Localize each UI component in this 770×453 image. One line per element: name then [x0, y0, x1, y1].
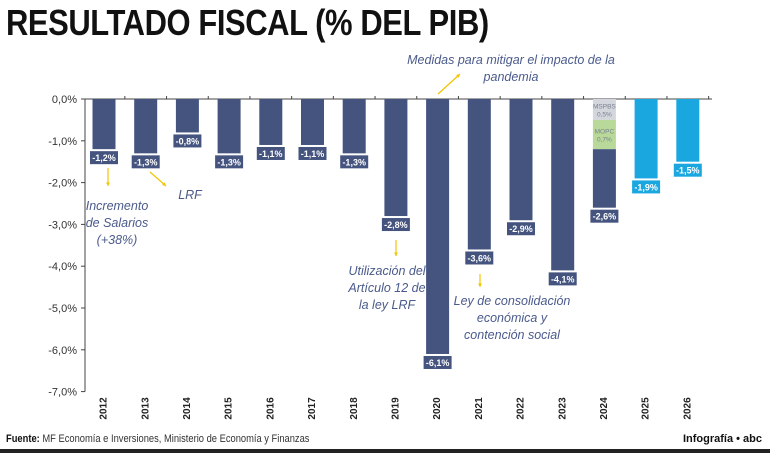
bar-2026 — [676, 99, 700, 162]
chart-title: RESULTADO FISCAL (% DEL PIB) — [6, 2, 489, 43]
bar-2012 — [92, 99, 116, 150]
x-tick-label: 2021 — [474, 397, 485, 420]
arrow-head-icon — [394, 252, 398, 256]
bar-2024 — [592, 149, 616, 208]
y-tick-label: -3,0% — [48, 219, 77, 231]
data-label: -3,6% — [468, 253, 492, 263]
arrow-head-icon — [456, 74, 460, 78]
annotation-arrow — [437, 73, 461, 95]
y-tick-label: -1,0% — [48, 136, 77, 148]
y-tick-label: -6,0% — [48, 345, 77, 357]
data-label-box — [548, 272, 577, 286]
x-tick-label: 2022 — [516, 397, 527, 420]
arrow-head-icon — [106, 182, 110, 186]
data-label: -1,3% — [134, 157, 158, 167]
x-tick-label: 2015 — [224, 397, 235, 420]
source-note: Fuente: MF Economía e Inversiones, Minis… — [6, 433, 309, 445]
annotation-consolidacion: Ley de consolidación económica y contenc… — [453, 294, 571, 342]
data-label-box — [90, 151, 118, 165]
data-label-box — [256, 146, 285, 160]
bar-2023 — [551, 99, 575, 271]
data-label-box — [131, 155, 160, 169]
bar-chart: 0,0% -1,0% -2,0% -3,0% -4,0% -5,0% -6,0% -7,0% -… — [48, 73, 712, 420]
data-label: -1,2% — [92, 153, 116, 163]
bar-2017 — [301, 99, 324, 145]
bar-segment-mopc — [592, 119, 616, 150]
credit: Infografía • abc — [682, 433, 762, 445]
data-label: -1,5% — [676, 166, 700, 176]
data-label: -1,3% — [342, 157, 366, 167]
data-label-box — [423, 355, 452, 369]
data-label-box — [173, 134, 202, 148]
data-label: -2,9% — [509, 224, 533, 234]
data-label-box — [298, 146, 327, 160]
x-tick-label: 2016 — [265, 397, 276, 420]
bar-segment-mspbs — [592, 99, 616, 120]
data-label: -0,8% — [176, 136, 200, 146]
data-label: -6,1% — [426, 358, 450, 368]
segment-value: 0,7% — [597, 137, 612, 144]
bar-2016 — [259, 99, 283, 145]
data-label: -1,9% — [634, 182, 658, 192]
bar-2018 — [342, 99, 366, 154]
data-label-box — [632, 180, 661, 194]
bar-2022 — [509, 99, 533, 221]
annotation-pandemia: Medidas para mitigar el impacto de la pa… — [407, 53, 615, 84]
x-tick-label: 2025 — [641, 397, 652, 420]
x-tick-label: 2024 — [599, 397, 610, 420]
bar-2020 — [426, 99, 450, 354]
bar-2013 — [134, 99, 158, 154]
bar-2025 — [634, 99, 658, 179]
x-tick-label: 2023 — [557, 397, 568, 420]
bar-2014 — [175, 99, 199, 133]
bar-2015 — [217, 99, 241, 154]
bottom-rule — [0, 449, 770, 453]
data-label-box — [507, 222, 535, 236]
bar-2021 — [467, 99, 491, 250]
x-tick-label: 2012 — [99, 397, 110, 420]
annotation-lrf: LRF — [178, 188, 202, 202]
data-label: -1,1% — [301, 149, 325, 159]
source-text: MF Economía e Inversiones, Ministerio de… — [42, 433, 310, 445]
x-tick-label: 2013 — [140, 397, 151, 420]
data-label: -1,3% — [217, 157, 241, 167]
segment-name: MOPC — [595, 129, 615, 136]
x-tick-label: 2014 — [182, 397, 193, 420]
bar-2019 — [384, 99, 408, 217]
x-tick-label: 2020 — [432, 397, 443, 420]
x-tick-label: 2018 — [349, 397, 360, 420]
annotation-articulo12: Utilización del Artículo 12 de la ley LR… — [348, 264, 426, 312]
x-tick-label: 2026 — [682, 397, 693, 420]
annotation-salarios: Incremento de Salarios (+38%) — [85, 199, 149, 247]
arrow-head-icon — [478, 283, 482, 287]
x-tick-label: 2019 — [391, 397, 402, 420]
arrow-head-icon — [162, 182, 166, 186]
data-label: -2,8% — [384, 220, 408, 230]
data-label: -4,1% — [551, 274, 575, 284]
data-label-box — [673, 163, 702, 177]
y-tick-label: -2,0% — [48, 178, 77, 190]
x-tick-label: 2017 — [307, 397, 318, 420]
y-tick-label: -5,0% — [48, 303, 77, 315]
data-label: -2,6% — [593, 212, 617, 222]
data-label-box — [381, 218, 410, 232]
data-label-box — [590, 209, 619, 223]
y-tick-label: -7,0% — [48, 387, 77, 399]
source-label: Fuente: — [6, 433, 40, 445]
data-label-box — [215, 155, 244, 169]
y-tick-label: 0,0% — [52, 94, 77, 106]
annotation-arrow — [149, 171, 167, 187]
segment-name: MSPBS — [593, 103, 616, 110]
data-label-box — [465, 251, 494, 265]
data-label-box — [340, 155, 369, 169]
data-label: -1,1% — [259, 149, 283, 159]
segment-value: 0,5% — [597, 111, 612, 118]
y-tick-label: -4,0% — [48, 261, 77, 273]
